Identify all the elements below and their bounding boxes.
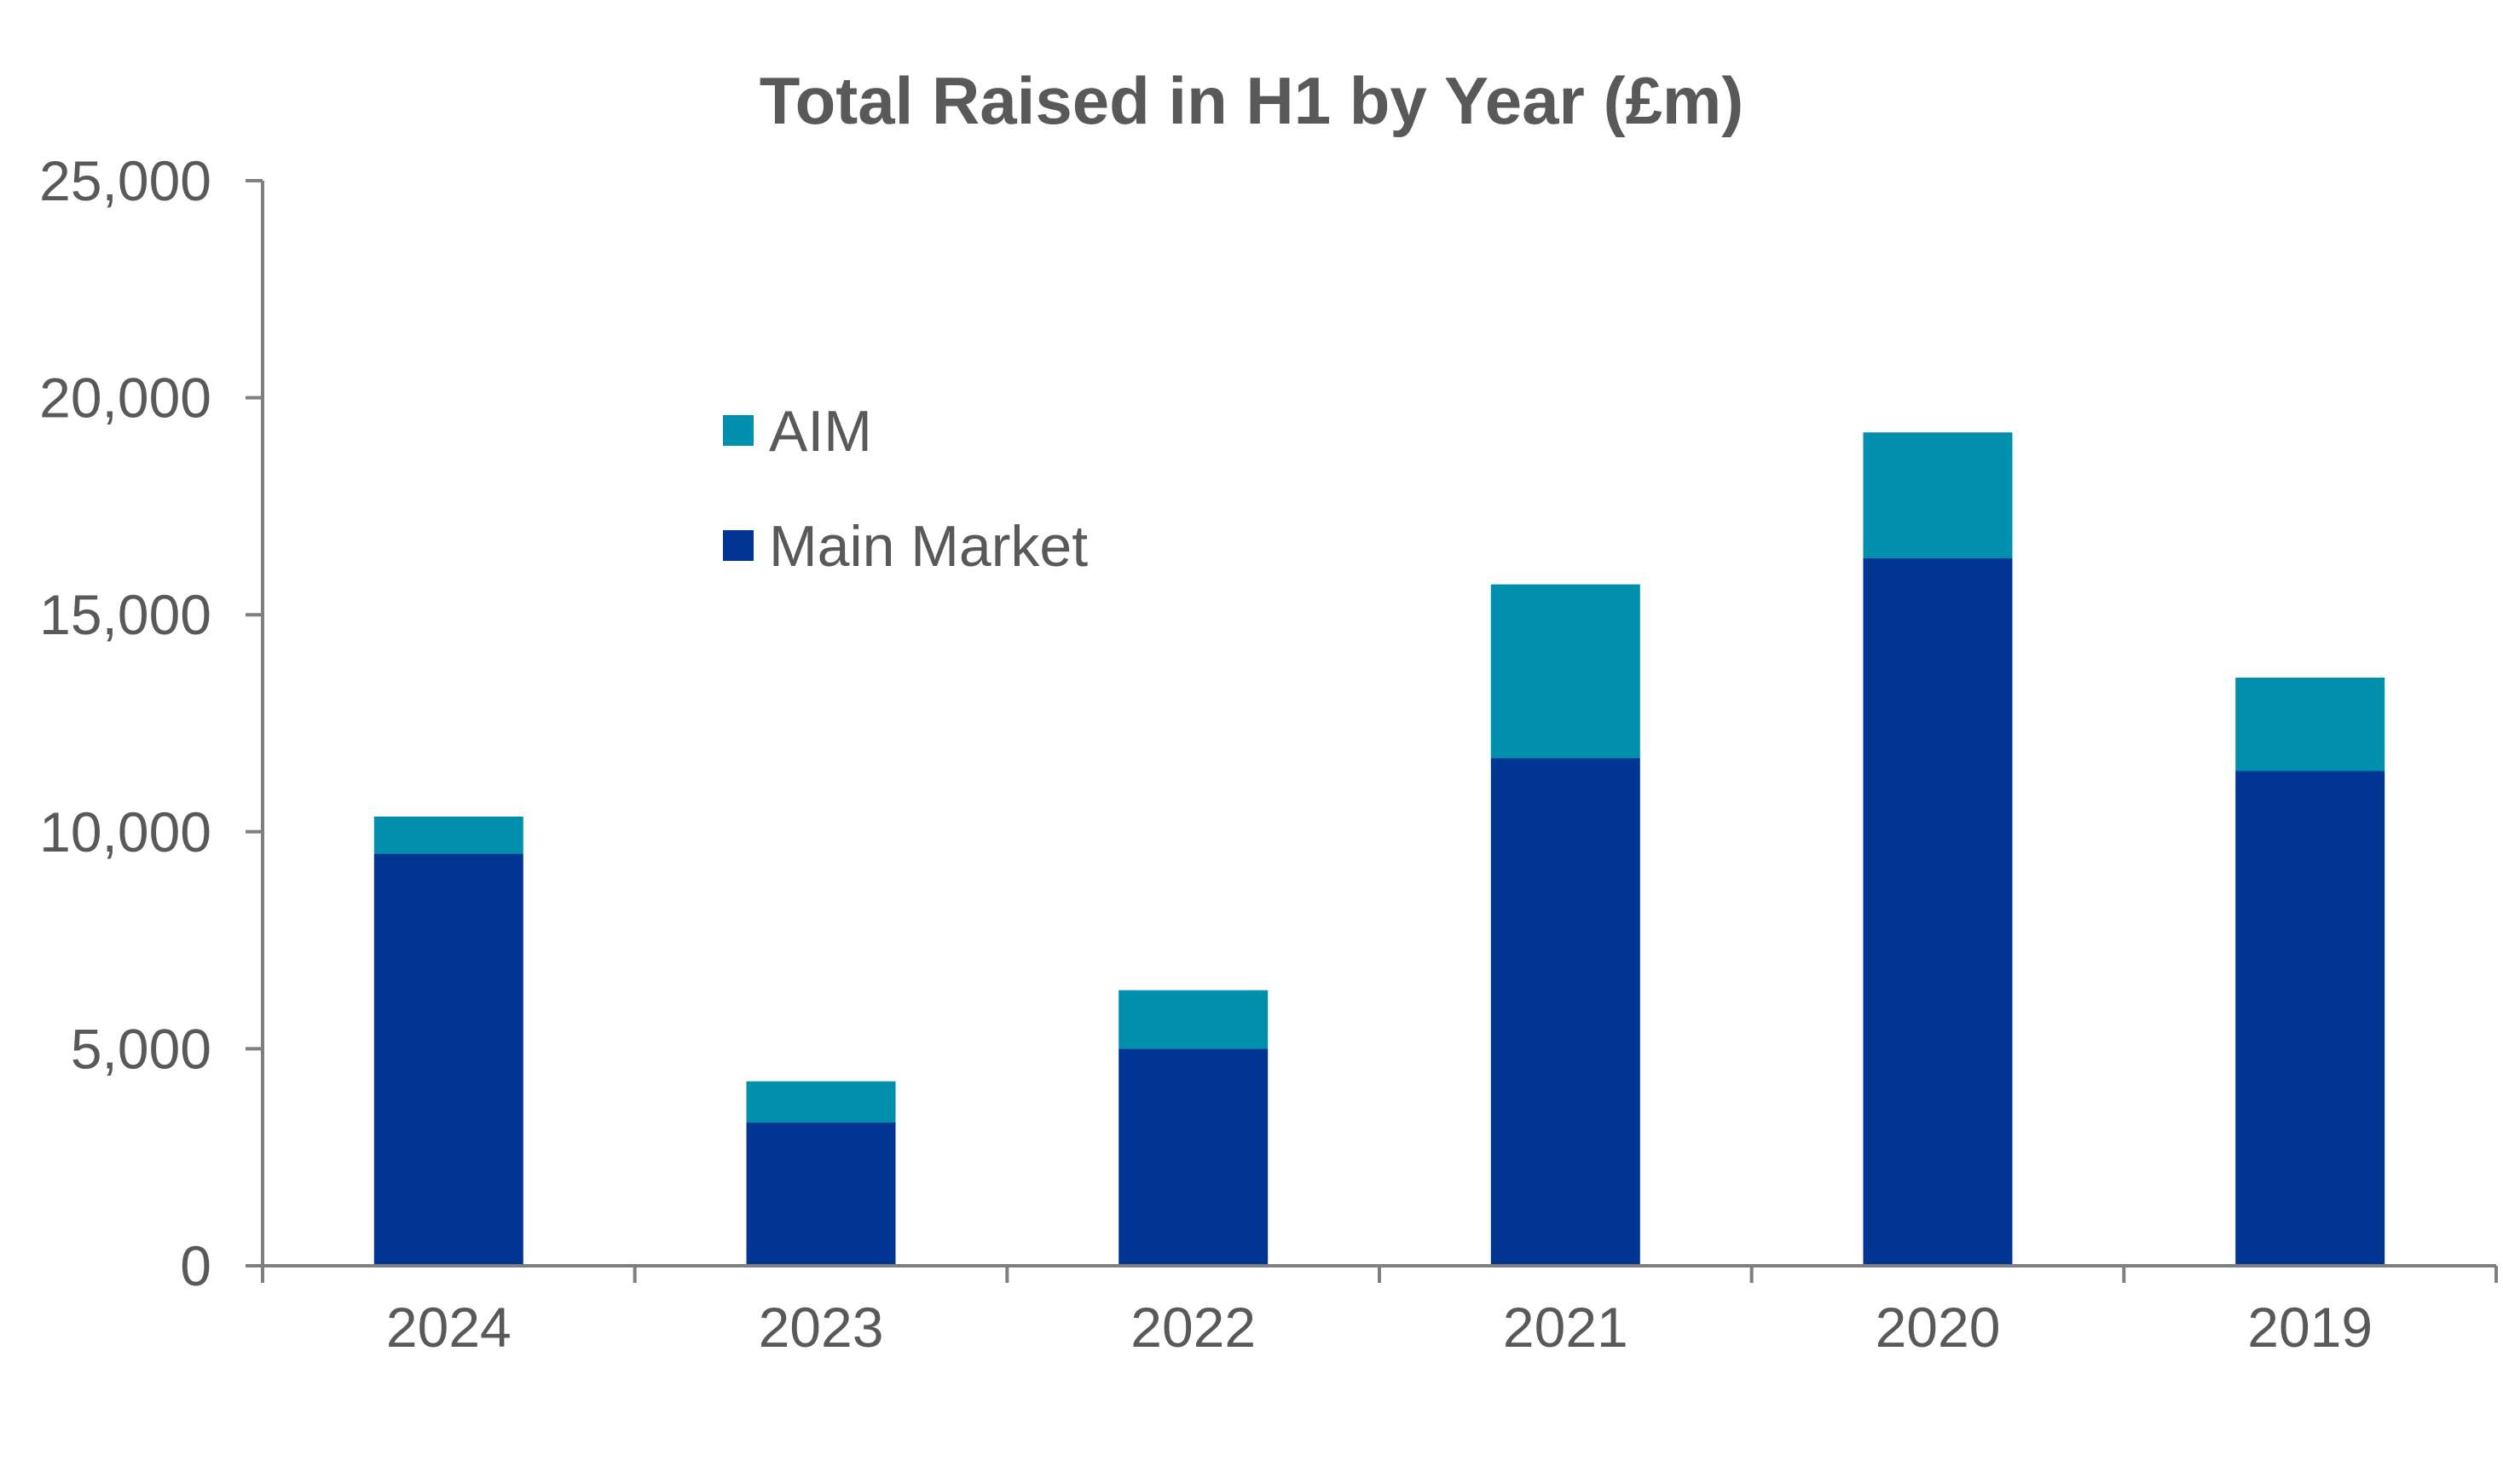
bars-group [373, 432, 2385, 1266]
y-tick-label: 5,000 [71, 1017, 211, 1080]
bar-aim-2020 [1863, 432, 2013, 558]
x-tick-label-2022: 2022 [1130, 1296, 1256, 1359]
bar-aim-2022 [1119, 990, 1269, 1049]
y-tick-label: 0 [180, 1234, 211, 1297]
legend-label-aim: AIM [769, 399, 872, 464]
legend: AIM Main Market [723, 399, 1088, 579]
x-tick-label-2021: 2021 [1503, 1296, 1628, 1359]
legend-swatch-aim [723, 415, 754, 446]
x-tick-label-2020: 2020 [1876, 1296, 2001, 1359]
y-tick-label: 20,000 [39, 367, 211, 430]
legend-swatch-main-market [723, 530, 754, 561]
bar-main-market-2024 [373, 853, 523, 1266]
bar-main-market-2021 [1490, 758, 1640, 1266]
bar-aim-2019 [2235, 678, 2385, 771]
bar-main-market-2023 [746, 1123, 896, 1266]
bar-aim-2023 [746, 1081, 896, 1123]
y-tick-label: 25,000 [39, 149, 211, 212]
legend-label-main-market: Main Market [769, 514, 1088, 579]
y-tick-label: 15,000 [39, 583, 211, 646]
axes-group: 0 5,000 10,000 15,000 20,000 25,000 2024 2023 20… [39, 149, 2498, 1359]
x-tick-label-2019: 2019 [2247, 1296, 2373, 1359]
bar-main-market-2020 [1863, 558, 2013, 1266]
x-tick-label-2023: 2023 [759, 1296, 884, 1359]
bar-aim-2024 [373, 817, 523, 854]
bar-aim-2021 [1490, 584, 1640, 759]
chart-title: Total Raised in H1 by Year (£m) [760, 63, 1744, 138]
bar-main-market-2022 [1119, 1048, 1269, 1266]
bar-main-market-2019 [2235, 771, 2385, 1266]
y-tick-label: 10,000 [39, 800, 211, 863]
x-tick-label-2024: 2024 [386, 1296, 512, 1359]
